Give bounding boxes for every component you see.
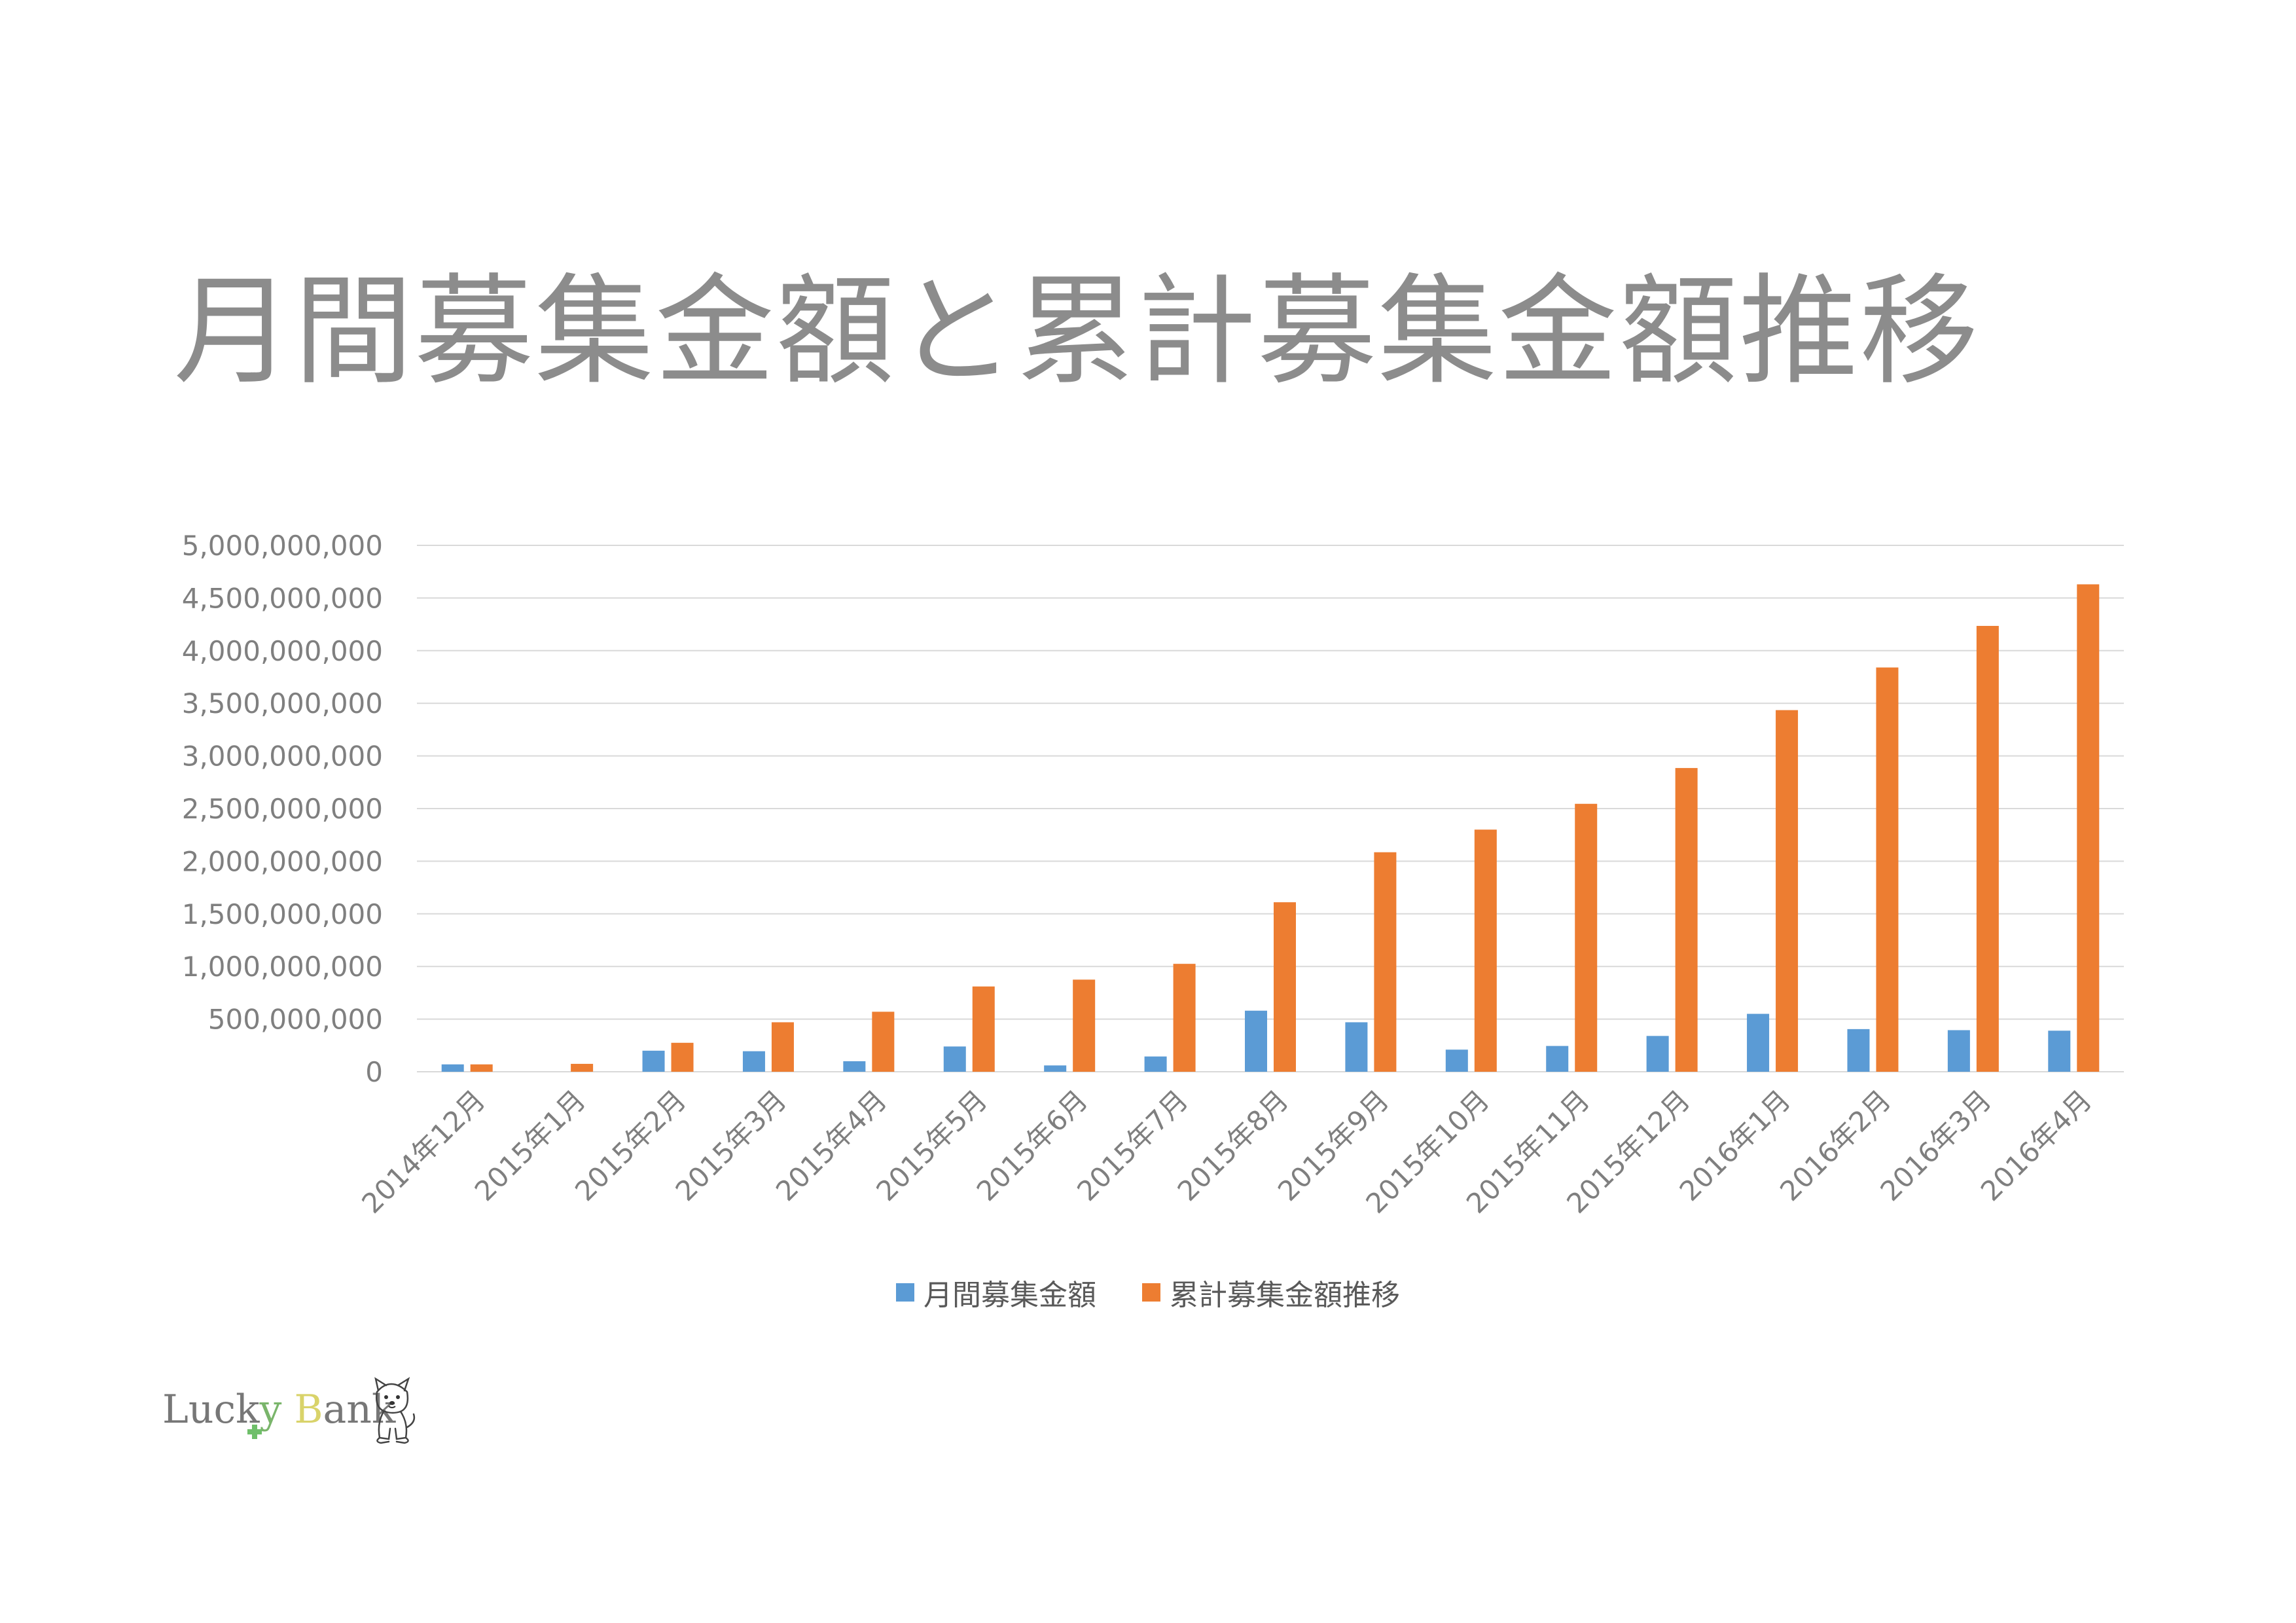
y-tick-label: 2,000,000,000 [182,845,383,877]
bar-cumulative [2077,584,2100,1072]
legend-label-cumulative: 累計募集金額推移 [1170,1279,1400,1312]
bar-cumulative [972,986,995,1072]
bar-cumulative [671,1042,694,1072]
legend: 月間募集金額 累計募集金額推移 [0,1271,2296,1313]
x-tick-label: 2014年12月 [355,1084,491,1219]
bar-monthly [1044,1065,1067,1072]
bar-cumulative [1274,902,1296,1072]
bars [441,584,2100,1072]
bar-cumulative [1575,803,1598,1072]
gridlines [417,545,2124,1072]
dog-mascot-icon [374,1377,416,1444]
legend-item-monthly: 月間募集金額 [896,1271,1096,1313]
bar-cumulative [1976,626,1999,1072]
bar-monthly [1546,1046,1569,1072]
bar-cumulative [872,1012,895,1072]
y-tick-label: 3,500,000,000 [182,687,383,720]
bar-monthly [642,1050,665,1072]
x-axis-ticks: 2014年12月2015年1月2015年2月2015年3月2015年4月2015… [355,1084,2098,1219]
bar-monthly [441,1064,464,1072]
y-axis-ticks: 0 500,000,000 1,000,000,000 1,500,000,000 2,… [182,530,383,1088]
bar-cumulative [1675,768,1698,1072]
y-tick-label: 0 [365,1056,383,1088]
bar-cumulative [1374,852,1397,1072]
lucky-bank-logo: Lucky Bank [162,1375,424,1447]
bar-cumulative [470,1064,493,1072]
clover-cross-icon [247,1425,262,1439]
y-tick-label: 1,000,000,000 [182,951,383,983]
legend-item-cumulative: 累計募集金額推移 [1142,1271,1400,1313]
bar-monthly [1947,1030,1970,1072]
legend-label-monthly: 月間募集金額 [924,1279,1096,1312]
bar-monthly [1144,1056,1167,1072]
legend-swatch-cumulative [1142,1283,1160,1302]
bar-monthly [1646,1036,1669,1072]
bar-monthly [1245,1010,1267,1072]
bar-monthly [1345,1022,1368,1072]
y-tick-label: 1,500,000,000 [182,898,383,930]
legend-swatch-monthly [896,1283,914,1302]
logo-text: Lucky Bank [162,1387,396,1432]
y-tick-label: 500,000,000 [208,1004,383,1036]
bar-monthly [1747,1013,1770,1072]
bar-cumulative [1876,667,1899,1072]
bar-cumulative [1073,979,1096,1072]
bar-monthly [2048,1030,2071,1072]
y-tick-label: 4,000,000,000 [182,635,383,667]
y-tick-label: 2,500,000,000 [182,793,383,825]
bar-cumulative [1474,830,1497,1072]
y-tick-label: 3,000,000,000 [182,740,383,773]
bar-monthly [843,1061,866,1072]
bar-monthly [1445,1049,1468,1072]
y-tick-label: 5,000,000,000 [182,530,383,562]
page-title: 月間募集金額と累計募集金額推移 [173,262,1980,401]
bar-monthly [943,1046,966,1072]
y-tick-label: 4,500,000,000 [182,582,383,614]
bar-monthly [742,1051,765,1072]
bar-cumulative [571,1063,594,1072]
bar-monthly [1847,1029,1870,1072]
bar-cumulative [771,1022,794,1072]
bar-cumulative [1776,710,1799,1072]
bar-cumulative [1173,964,1196,1072]
